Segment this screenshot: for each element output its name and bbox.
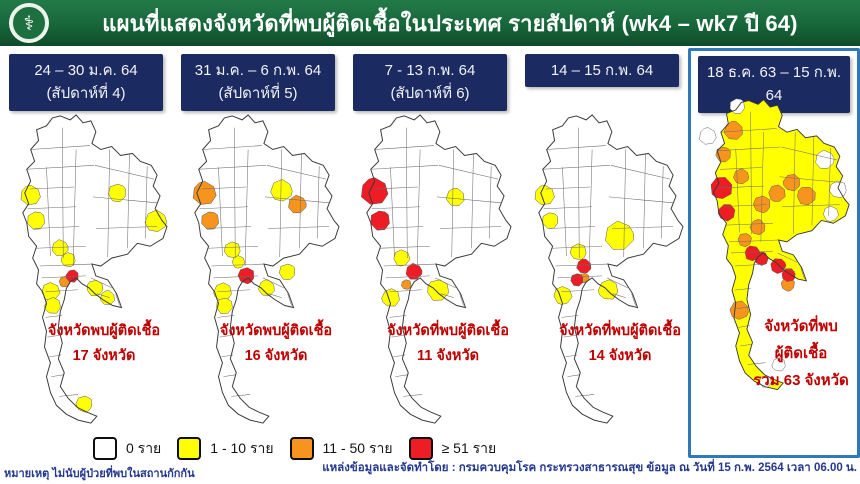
- date-range-label: 18 ธ.ค. 63 – 15 ก.พ. 64: [706, 64, 842, 105]
- legend-item: ≥ 51 ราย: [408, 437, 497, 460]
- map-caption-line: จังหวัดที่พบผู้ติดเชื้อ: [559, 323, 681, 339]
- legend-label: 0 ราย: [126, 439, 162, 456]
- date-range-box: 14 – 15 ก.พ. 64: [525, 54, 679, 88]
- thailand-map-cumulative: [693, 95, 853, 445]
- map-caption: จังหวัดที่พบผู้ติดเชื้อรวม 63 จังหวัด: [749, 313, 853, 394]
- map-caption-line: จังหวัดที่พบ: [764, 318, 838, 335]
- map-caption-line: 16 จังหวัด: [244, 348, 308, 365]
- map-caption-line: 11 จังหวัด: [416, 348, 480, 365]
- date-range-box: 24 – 30 ม.ค. 64 (สัปดาห์ที่ 4): [9, 54, 163, 111]
- date-range-label: 31 ม.ค. – 6 ก.พ. 64: [194, 62, 322, 79]
- cumulative-highlight-panel: 18 ธ.ค. 63 – 15 ก.พ. 64 จังหวัดที่พบผู้ต…: [688, 48, 860, 458]
- week-column-4: 24 – 30 ม.ค. 64 (สัปดาห์ที่ 4) จังหวัดพบ…: [0, 47, 172, 459]
- page-title: แผนที่แสดงจังหวัดที่พบผู้ติดเชื้อในประเท…: [102, 10, 798, 36]
- date-range-box: 7 - 13 ก.พ. 64 (สัปดาห์ที่ 6): [353, 54, 507, 111]
- map-caption: จังหวัดพบผู้ติดเชื้อ 17 จังหวัด: [40, 319, 168, 370]
- thailand-map-week4: [1, 110, 169, 430]
- map-caption-line: จังหวัดพบผู้ติดเชื้อ: [219, 323, 333, 339]
- map-caption-line: 14 จังหวัด: [588, 348, 652, 365]
- legend: 0 ราย 1 - 10 ราย 11 - 50 ราย ≥ 51 ราย: [93, 437, 496, 460]
- week-column-6: 7 - 13 ก.พ. 64 (สัปดาห์ที่ 6) จังหวัดที่…: [344, 47, 516, 459]
- map-caption: จังหวัดที่พบผู้ติดเชื้อ 11 จังหวัด: [384, 319, 512, 370]
- map-caption-line: ผู้ติดเชื้อ: [774, 345, 828, 362]
- date-range-box: 18 ธ.ค. 63 – 15 ก.พ. 64: [698, 56, 850, 113]
- legend-swatch-icon: [93, 437, 117, 460]
- legend-swatch-icon: [408, 437, 433, 460]
- week-column-5: 31 ม.ค. – 6 ก.พ. 64 (สัปดาห์ที่ 5) จังหว…: [172, 47, 344, 459]
- week-column-current: 14 – 15 ก.พ. 64 จังหวัดที่พบผู้ติดเชื้อ 1…: [516, 47, 688, 459]
- header-bar: ⚕ แผนที่แสดงจังหวัดที่พบผู้ติดเชื้อในประ…: [0, 0, 860, 46]
- legend-item: 11 - 50 ราย: [289, 437, 393, 460]
- date-range-box: 31 ม.ค. – 6 ก.พ. 64 (สัปดาห์ที่ 5): [181, 54, 335, 111]
- thailand-map-current: [517, 110, 685, 430]
- legend-label: 1 - 10 ราย: [210, 439, 274, 456]
- thailand-map-week5: [173, 110, 341, 430]
- thailand-map-week6: [345, 110, 513, 430]
- date-range-label: 7 - 13 ก.พ. 64: [384, 62, 476, 79]
- date-range-label: 14 – 15 ก.พ. 64: [550, 62, 654, 79]
- footnote: หมายเหตุ ไม่นับผู้ป่วยที่พบในสถานกักกัน: [4, 468, 195, 480]
- caduceus-icon: ⚕: [11, 5, 47, 41]
- week-number-label: (สัปดาห์ที่ 4): [46, 85, 126, 103]
- legend-item: 1 - 10 ราย: [177, 437, 274, 460]
- week-number-label: (สัปดาห์ที่ 6): [390, 85, 470, 103]
- week-number-label: (สัปดาห์ที่ 5): [218, 85, 298, 103]
- source-credit: แหล่งข้อมูลและจัดทำโดย : กรมควบคุมโรค กร…: [322, 462, 857, 474]
- legend-label: 11 - 50 ราย: [322, 439, 393, 456]
- map-caption: จังหวัดพบผู้ติดเชื้อ 16 จังหวัด: [212, 319, 340, 370]
- map-caption-line: 17 จังหวัด: [72, 348, 136, 365]
- legend-swatch-icon: [289, 437, 314, 460]
- map-caption-line: จังหวัดที่พบผู้ติดเชื้อ: [387, 323, 509, 339]
- legend-item: 0 ราย: [93, 437, 161, 460]
- moph-logo-icon: ⚕: [9, 3, 49, 43]
- map-caption-line: รวม 63 จังหวัด: [753, 372, 849, 389]
- date-range-label: 24 – 30 ม.ค. 64: [34, 62, 138, 79]
- map-caption-line: จังหวัดพบผู้ติดเชื้อ: [47, 323, 161, 339]
- map-caption: จังหวัดที่พบผู้ติดเชื้อ 14 จังหวัด: [556, 319, 684, 370]
- legend-label: ≥ 51 ราย: [441, 439, 497, 456]
- legend-swatch-icon: [177, 437, 202, 460]
